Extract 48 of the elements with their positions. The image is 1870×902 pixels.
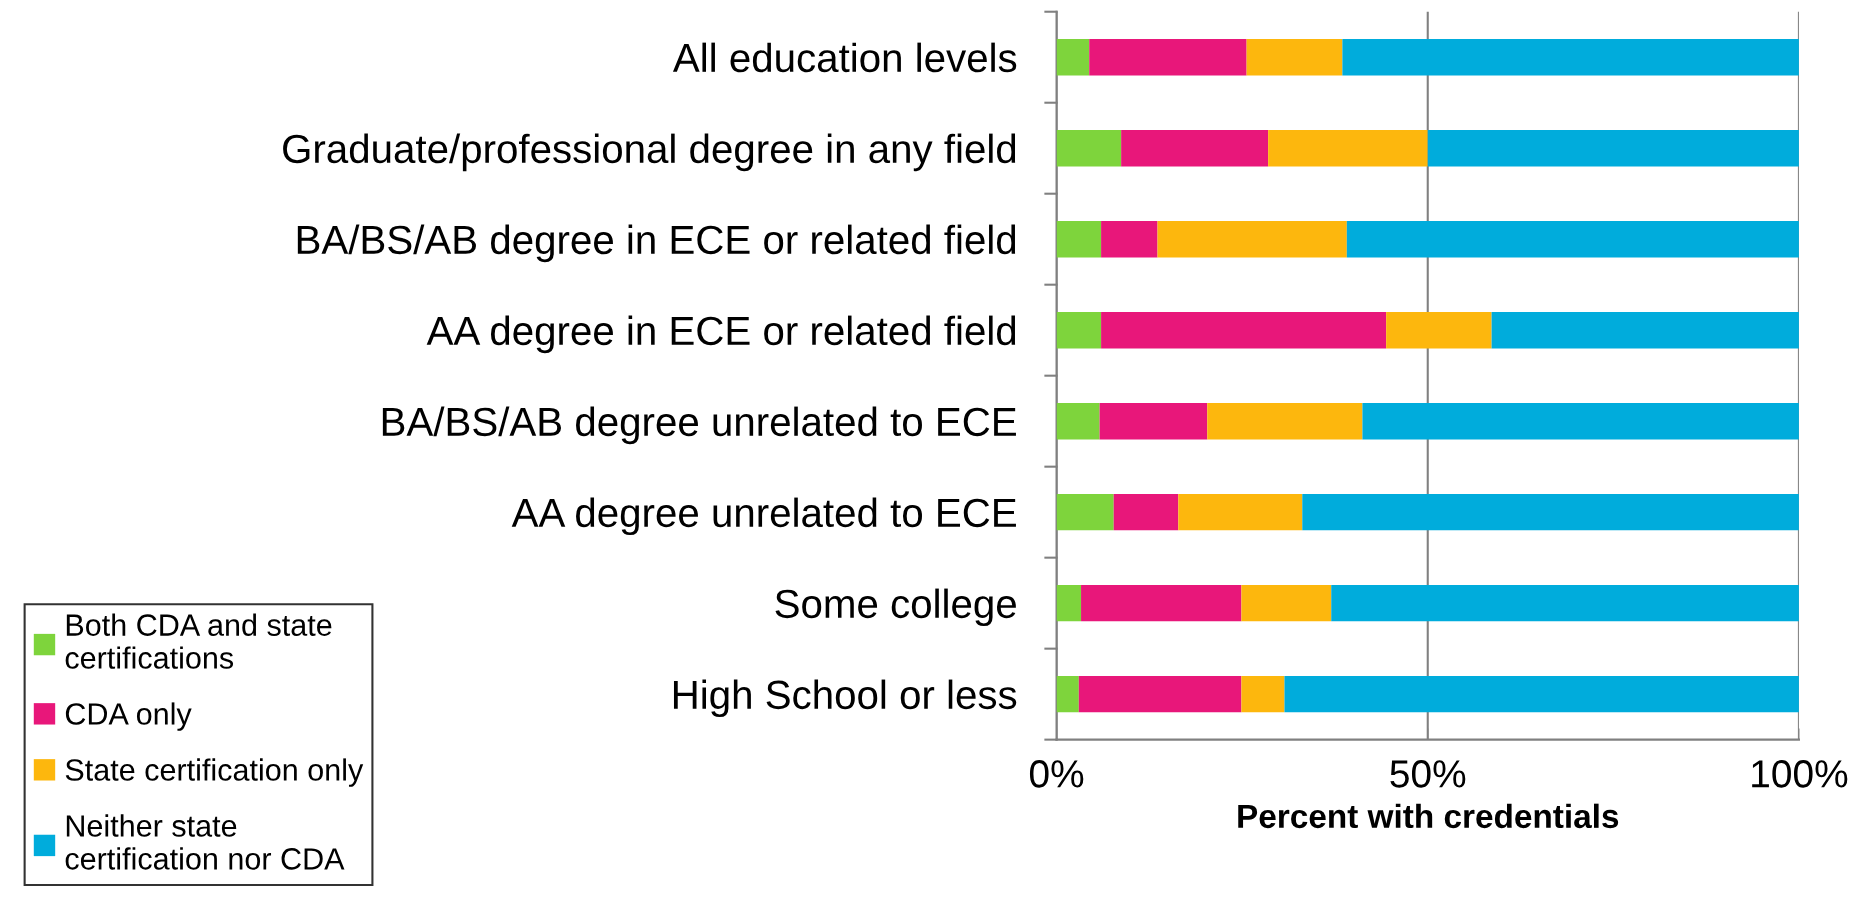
- bar: [1113, 493, 1179, 531]
- bar: [1056, 311, 1102, 349]
- bar: [1241, 675, 1285, 713]
- bar: [1056, 402, 1100, 440]
- bar: [1056, 493, 1114, 531]
- bar: [1362, 402, 1799, 440]
- y-tick-label: All education levels: [672, 42, 1017, 73]
- y-tick-label: High School or less: [673, 679, 1017, 718]
- bar: [1056, 39, 1090, 76]
- x-tick-label: 0%: [1029, 760, 1084, 788]
- x-tick-label: 100%: [1752, 760, 1848, 788]
- y-tick-label: AA degree in ECE or related field: [426, 315, 1016, 354]
- bar: [1121, 130, 1269, 167]
- bar: [1157, 221, 1347, 258]
- y-tick-label: Some college: [775, 588, 1016, 627]
- bar: [1056, 130, 1122, 167]
- y-tick-label: BA/BS/AB degree in ECE or related field: [297, 224, 1016, 263]
- bar: [1101, 311, 1387, 349]
- y-tick-label: BA/BS/AB degree unrelated to ECE: [382, 406, 1016, 445]
- bar: [1056, 584, 1082, 622]
- legend-label: State certification only: [65, 758, 364, 787]
- legend-label: CDA only: [65, 702, 192, 731]
- bar: [1331, 584, 1799, 622]
- bar: [1056, 221, 1102, 258]
- bar: [1089, 39, 1247, 76]
- legend-label: Neither state certification nor CDA: [65, 814, 345, 870]
- bar: [1178, 493, 1303, 531]
- x-tick-label: 50%: [1390, 760, 1466, 788]
- bar: [1346, 221, 1799, 258]
- x-axis-title: Percent with credentials: [1238, 803, 1619, 829]
- bar: [1241, 584, 1332, 622]
- bar: [1427, 130, 1799, 167]
- bar: [1386, 311, 1492, 349]
- bar: [1342, 39, 1799, 76]
- bar: [1246, 39, 1343, 76]
- bar: [1056, 675, 1079, 713]
- y-tick-label: Graduate/professional degree in any field: [283, 133, 1016, 172]
- bar: [1078, 675, 1242, 713]
- y-tick-label: AA degree unrelated to ECE: [511, 497, 1016, 536]
- bar: [1268, 130, 1428, 167]
- bar: [1302, 493, 1799, 531]
- bar: [1491, 311, 1799, 349]
- bar: [1284, 675, 1799, 713]
- bar: [1099, 402, 1208, 440]
- bar: [1207, 402, 1363, 440]
- legend-label: Both CDA and state certifications: [65, 613, 332, 669]
- bar: [1101, 221, 1158, 258]
- bar: [1081, 584, 1242, 622]
